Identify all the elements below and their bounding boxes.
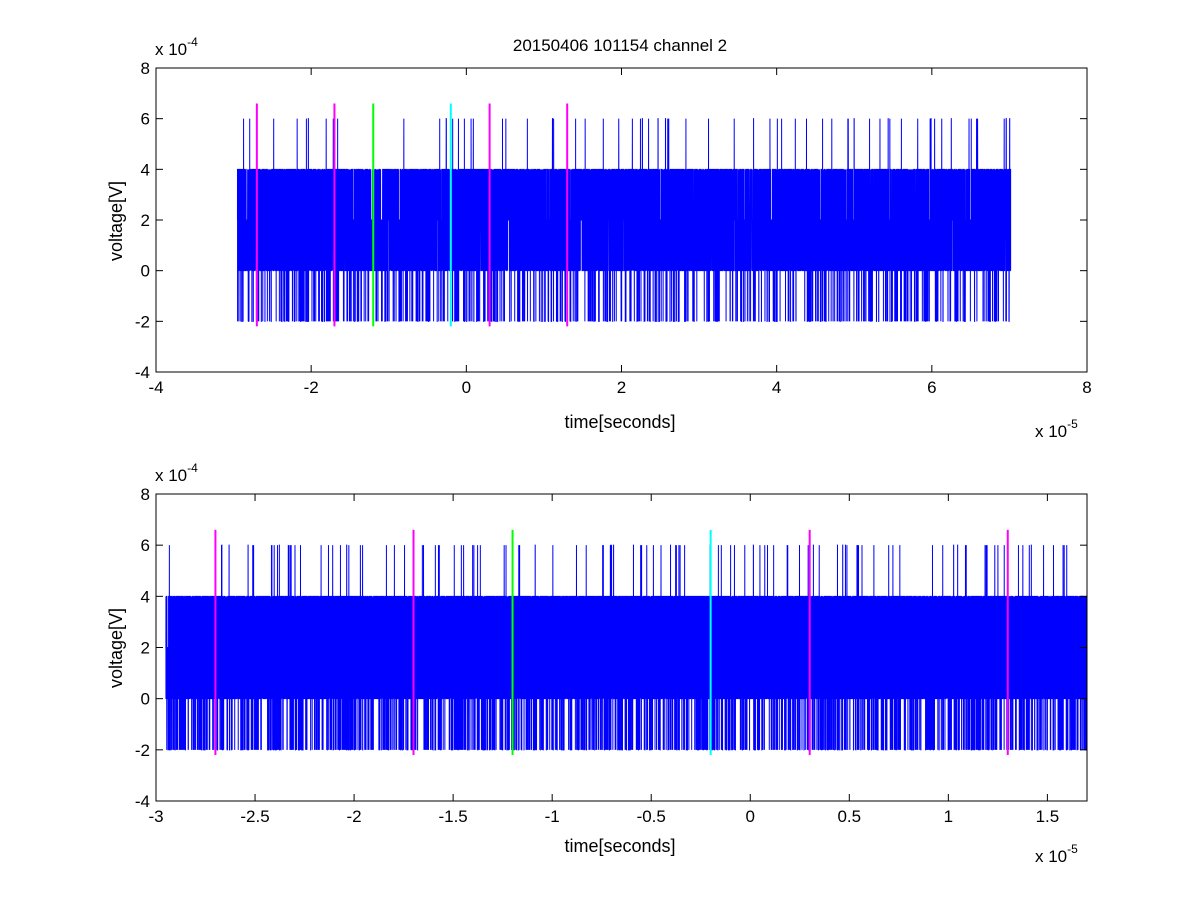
bottom-y-tick-label: 2	[141, 639, 150, 658]
bottom-x-tick-label: 0.5	[837, 807, 861, 826]
bottom-y-tick-label: 0	[141, 690, 150, 709]
bottom-x-tick-label: -0.5	[637, 807, 666, 826]
top-y-tick-label: 6	[141, 110, 150, 129]
top-signal-series	[236, 118, 1012, 322]
top-y-exponent-power: -4	[187, 35, 198, 49]
bottom-x-exponent-power: -5	[1067, 842, 1078, 856]
figure-title: 20150406 101154 channel 2	[513, 36, 727, 55]
bottom-x-tick-label: 1.5	[1036, 807, 1060, 826]
bottom-signal-series	[165, 544, 1087, 751]
bottom-x-tick-label: -1	[545, 807, 560, 826]
bottom-xlabel: time[seconds]	[564, 836, 675, 856]
bottom-ylabel: voltage[V]	[106, 608, 126, 688]
top-x-exponent-base: x 10	[1035, 422, 1067, 441]
bottom-y-tick-label: 4	[141, 587, 150, 606]
top-y-exponent-base: x 10	[155, 40, 187, 59]
top-x-tick-label: -4	[148, 378, 163, 397]
top-x-tick-label: 4	[772, 378, 781, 397]
top-axes: time[seconds] voltage[V] x 10-4 x 10-5 -…	[106, 35, 1092, 441]
bottom-x-tick-label: -2	[347, 807, 362, 826]
top-x-exponent-power: -5	[1067, 417, 1078, 431]
bottom-x-tick-label: 0	[746, 807, 755, 826]
top-y-tick-label: 4	[141, 160, 150, 179]
top-y-tick-label: 0	[141, 262, 150, 281]
top-y-tick-label: 8	[141, 59, 150, 78]
top-y-tick-label: -4	[135, 363, 150, 382]
bottom-y-tick-label: -4	[135, 792, 150, 811]
top-y-exponent: x 10-4	[155, 35, 198, 59]
bottom-y-exponent: x 10-4	[155, 461, 198, 485]
bottom-x-exponent: x 10-5	[1035, 842, 1078, 866]
bottom-y-tick-label: 6	[141, 536, 150, 555]
bottom-y-exponent-base: x 10	[155, 466, 187, 485]
bottom-y-exponent-power: -4	[187, 461, 198, 475]
top-ylabel: voltage[V]	[106, 181, 126, 261]
top-x-tick-label: -2	[304, 378, 319, 397]
bottom-x-tick-label: -1.5	[438, 807, 467, 826]
bottom-x-exponent-base: x 10	[1035, 847, 1067, 866]
top-x-exponent: x 10-5	[1035, 417, 1078, 441]
bottom-x-tick-label: 1	[944, 807, 953, 826]
top-x-tick-label: 2	[617, 378, 626, 397]
bottom-x-tick-label: -2.5	[240, 807, 269, 826]
top-x-tick-label: 0	[462, 378, 471, 397]
top-y-tick-label: 2	[141, 211, 150, 230]
bottom-axes: time[seconds] voltage[V] x 10-4 x 10-5 -…	[106, 461, 1088, 866]
bottom-y-tick-label: 8	[141, 485, 150, 504]
top-xlabel: time[seconds]	[564, 412, 675, 432]
bottom-y-tick-label: -2	[135, 741, 150, 760]
top-x-tick-label: 6	[927, 378, 936, 397]
top-x-tick-label: 8	[1082, 378, 1091, 397]
top-y-tick-label: -2	[135, 312, 150, 331]
bottom-x-tick-label: -3	[148, 807, 163, 826]
